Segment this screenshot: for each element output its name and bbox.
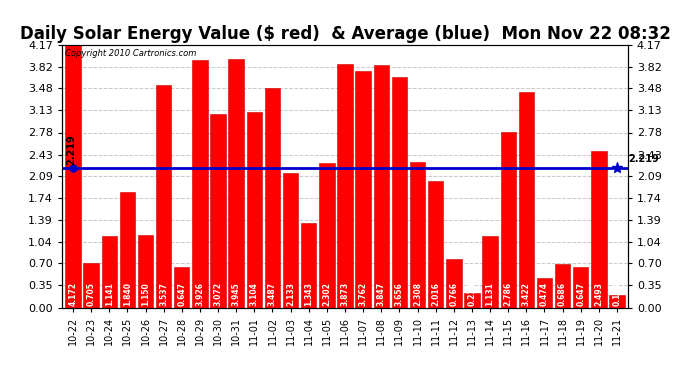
Bar [193, 60, 208, 308]
Bar [482, 236, 497, 308]
Text: 3.487: 3.487 [268, 282, 277, 306]
Text: 1.150: 1.150 [141, 282, 150, 306]
Bar [83, 263, 99, 308]
Text: 2.786: 2.786 [504, 282, 513, 306]
Text: 1.840: 1.840 [123, 282, 132, 306]
Text: 3.926: 3.926 [195, 282, 204, 306]
Text: 3.873: 3.873 [340, 282, 350, 306]
Text: 2.016: 2.016 [431, 282, 440, 306]
Text: 3.656: 3.656 [395, 282, 404, 306]
Text: 0.474: 0.474 [540, 282, 549, 306]
Text: 0.766: 0.766 [449, 282, 458, 306]
Bar [337, 64, 353, 308]
Text: 1.131: 1.131 [486, 282, 495, 306]
Text: 2.308: 2.308 [413, 282, 422, 306]
Text: 3.104: 3.104 [250, 282, 259, 306]
Bar [609, 296, 624, 307]
Bar [66, 45, 81, 308]
Bar [246, 112, 262, 308]
Bar [573, 267, 589, 308]
Text: 2.219: 2.219 [628, 154, 659, 164]
Text: 2.302: 2.302 [322, 282, 331, 306]
Bar [283, 173, 298, 308]
Bar [410, 162, 425, 308]
Bar [428, 181, 444, 308]
Text: 1.343: 1.343 [304, 282, 313, 306]
Text: 0.193: 0.193 [613, 282, 622, 306]
Text: 3.537: 3.537 [159, 282, 168, 306]
Bar [464, 293, 480, 308]
Text: 3.072: 3.072 [214, 282, 223, 306]
Bar [119, 192, 135, 308]
Text: 0.647: 0.647 [576, 282, 585, 306]
Bar [555, 264, 571, 308]
Bar [138, 235, 153, 308]
Bar [228, 59, 244, 308]
Bar [446, 259, 462, 308]
Text: 3.847: 3.847 [377, 282, 386, 306]
Bar [373, 65, 389, 308]
Bar [156, 85, 171, 308]
Bar [319, 163, 335, 308]
Title: Daily Solar Energy Value ($ red)  & Average (blue)  Mon Nov 22 08:32: Daily Solar Energy Value ($ red) & Avera… [19, 26, 671, 44]
Bar [210, 114, 226, 308]
Text: 2.493: 2.493 [594, 282, 603, 306]
Text: 3.762: 3.762 [359, 282, 368, 306]
Bar [591, 151, 607, 308]
Text: 4.172: 4.172 [68, 282, 77, 306]
Text: 2.219: 2.219 [66, 134, 76, 165]
Text: 0.647: 0.647 [177, 282, 186, 306]
Text: 3.422: 3.422 [522, 282, 531, 306]
Bar [392, 77, 407, 308]
Bar [537, 278, 552, 308]
Text: 3.945: 3.945 [232, 282, 241, 306]
Bar [101, 236, 117, 308]
Text: 0.705: 0.705 [87, 282, 96, 306]
Text: 0.686: 0.686 [558, 282, 567, 306]
Text: 2.133: 2.133 [286, 282, 295, 306]
Bar [500, 132, 516, 308]
Text: Copyright 2010 Cartronics.com: Copyright 2010 Cartronics.com [65, 49, 196, 58]
Bar [301, 223, 317, 308]
Text: 1.141: 1.141 [105, 282, 114, 306]
Text: 0.235: 0.235 [467, 282, 476, 306]
Bar [265, 88, 280, 308]
Bar [174, 267, 190, 308]
Bar [519, 92, 534, 308]
Bar [355, 70, 371, 308]
